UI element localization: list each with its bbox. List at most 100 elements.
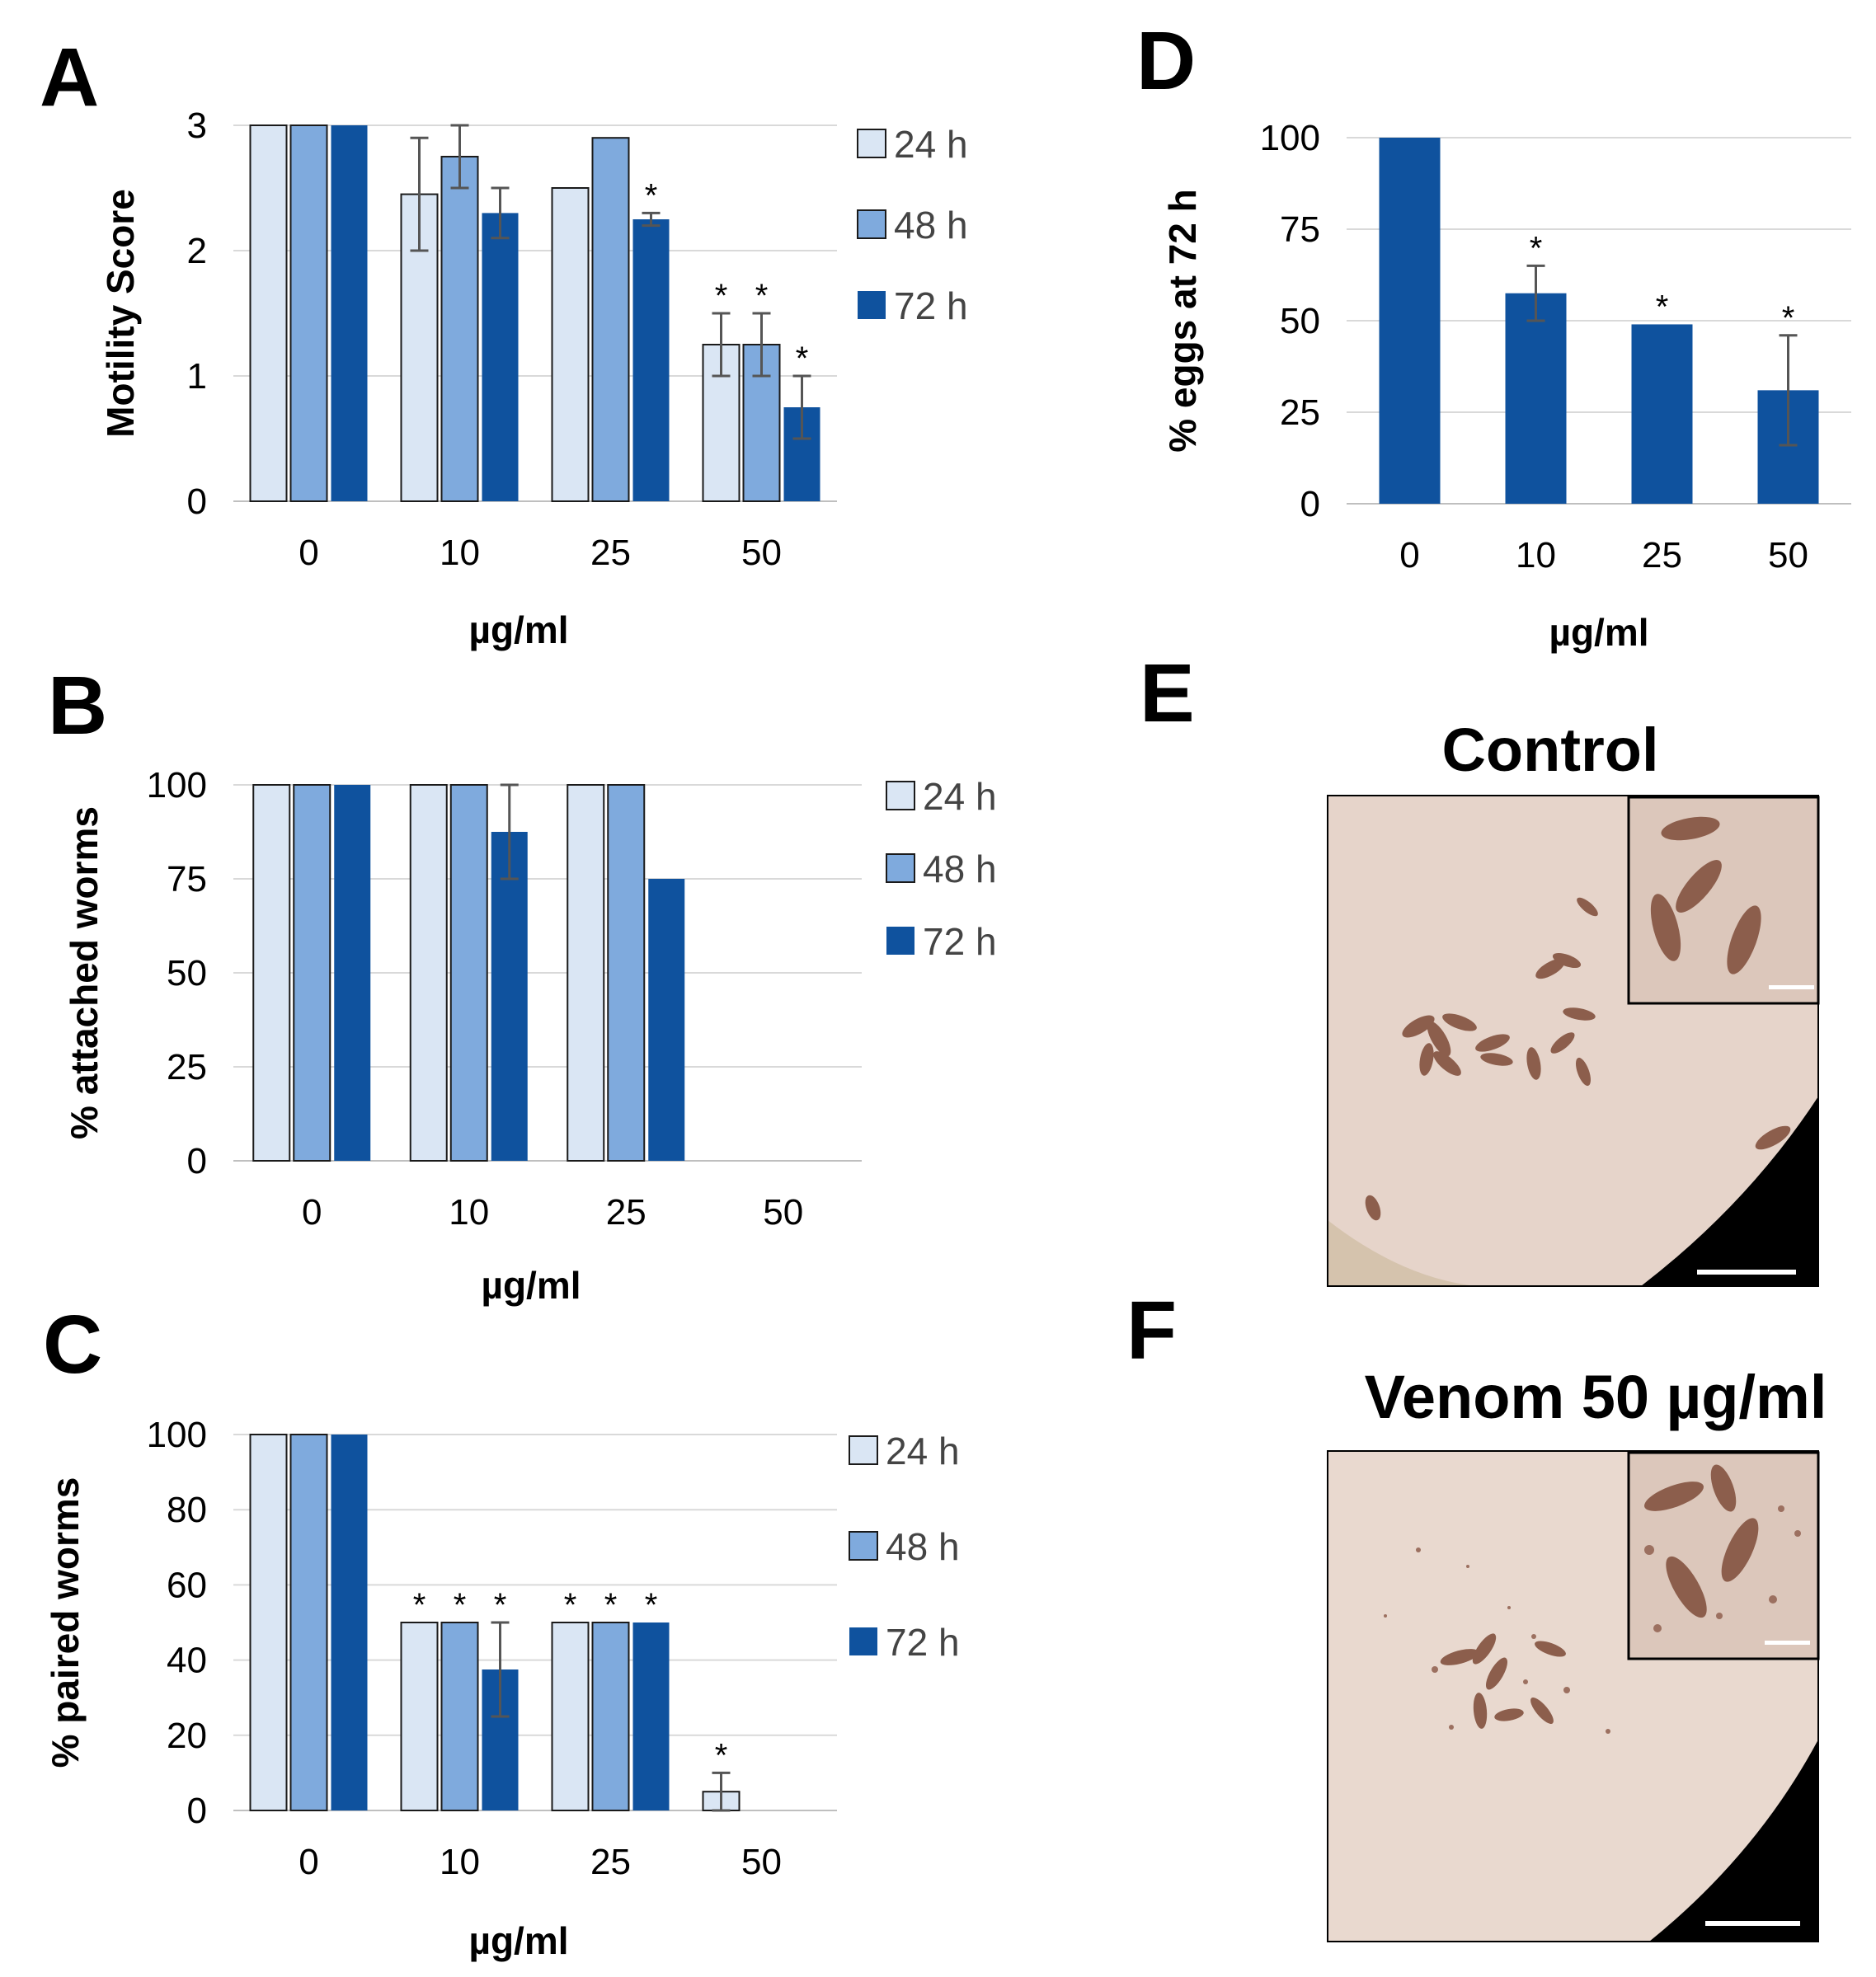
legend-label: 48 h	[894, 204, 968, 247]
x-tick-label: 10	[1516, 535, 1556, 575]
x-axis-title: µg/ml	[468, 1919, 568, 1962]
x-tick-label: 10	[440, 1842, 480, 1882]
bar	[331, 125, 368, 501]
debris-specks	[1384, 1547, 1610, 1734]
panel-letter-d: D	[1136, 15, 1196, 107]
x-tick-label: 0	[1399, 535, 1419, 575]
panel-letter-f: F	[1126, 1284, 1177, 1377]
significance-star: *	[494, 1587, 507, 1623]
significance-star: *	[645, 1587, 658, 1623]
bar	[334, 785, 371, 1161]
bar	[1631, 324, 1693, 504]
x-tick-label: 50	[741, 533, 782, 573]
bar	[252, 784, 291, 1162]
y-tick-label: 100	[147, 1415, 207, 1455]
scale-bar	[1705, 1921, 1800, 1926]
inset-worms	[1650, 816, 1761, 974]
legend-label: 72 h	[894, 284, 968, 327]
bar	[440, 156, 479, 502]
chart-paired-worms: 0 20 40 60 80 100 0 * * * 10 * * * 25 * 50 µg/ml % paired …	[44, 1415, 960, 1962]
bar	[331, 1435, 368, 1810]
y-tick-label: 75	[1280, 209, 1320, 250]
x-tick-label: 25	[590, 533, 631, 573]
panel-letter-c: C	[43, 1298, 102, 1391]
legend-swatch	[857, 129, 886, 158]
bar	[607, 784, 646, 1162]
inset-worms	[1644, 1464, 1759, 1618]
dish-rim	[1328, 1220, 1476, 1286]
bar	[632, 1622, 670, 1810]
panel-letter-b: B	[48, 660, 107, 752]
y-axis-title: Motility Score	[99, 189, 142, 438]
bar	[591, 1622, 630, 1811]
bar	[400, 1622, 439, 1811]
chart-attached-worms: 0 25 50 75 100 0 10 25 50 µg/ml % attached worms 24…	[63, 765, 997, 1307]
legend-label: 24 h	[923, 775, 997, 818]
y-tick-label: 0	[187, 1141, 207, 1181]
bar	[551, 187, 590, 502]
x-tick-label: 50	[1768, 535, 1808, 575]
x-axis-title: µg/ml	[468, 608, 568, 651]
bar	[409, 784, 448, 1162]
significance-star: *	[564, 1587, 577, 1623]
legend-label: 72 h	[923, 920, 997, 963]
y-axis-title: % paired worms	[44, 1477, 87, 1768]
scale-bar	[1697, 1270, 1796, 1275]
photo-title-venom: Venom 50 µg/ml	[1365, 1363, 1827, 1431]
chart-eggs: 0 25 50 75 100 0 * 10 * 25 * 50 µg/ml % eggs at 72 h	[1161, 118, 1851, 654]
bar	[249, 1434, 288, 1811]
x-tick-label: 25	[590, 1842, 631, 1882]
y-tick-label: 100	[1260, 118, 1320, 158]
worm-cluster	[1440, 1633, 1566, 1729]
legend-swatch	[886, 853, 915, 883]
x-tick-label: 50	[741, 1842, 782, 1882]
significance-star: *	[1656, 289, 1669, 325]
bar	[648, 879, 685, 1161]
x-tick-label: 0	[299, 533, 318, 573]
y-tick-label: 0	[187, 481, 207, 522]
significance-star: *	[1530, 230, 1543, 266]
y-tick-label: 25	[167, 1047, 207, 1087]
legend: 24 h 48 h 72 h	[857, 123, 968, 327]
chart-motility-score: 0 1 2 3 0 10 * 25 * * * 50 µg/ml Motility Score 24 h 48…	[99, 106, 968, 651]
legend-swatch	[849, 1531, 878, 1561]
micrograph-control	[1327, 795, 1820, 1287]
inset-debris	[1644, 1505, 1801, 1632]
y-tick-label: 40	[167, 1641, 207, 1681]
bar	[632, 219, 670, 501]
x-tick-label: 10	[449, 1192, 489, 1233]
legend-swatch	[886, 927, 914, 955]
x-tick-label: 0	[299, 1842, 318, 1882]
x-tick-label: 0	[302, 1192, 322, 1233]
bar	[591, 137, 630, 502]
photo-frame	[1327, 795, 1819, 1287]
x-axis-title: µg/ml	[481, 1264, 581, 1307]
bar	[551, 1622, 590, 1811]
legend-label: 48 h	[886, 1525, 960, 1568]
x-tick-label: 25	[606, 1192, 646, 1233]
legend-swatch	[849, 1627, 877, 1655]
bar	[289, 124, 328, 502]
significance-star: *	[454, 1587, 467, 1623]
bar	[1379, 138, 1441, 504]
inset-venom	[1627, 1451, 1820, 1660]
significance-star: *	[796, 340, 809, 377]
y-tick-label: 80	[167, 1490, 207, 1530]
y-tick-label: 3	[187, 106, 207, 146]
significance-star: *	[645, 177, 658, 214]
worm-cluster	[1365, 897, 1791, 1221]
dish-edge-shadow	[1641, 1097, 1818, 1286]
y-axis-title: % eggs at 72 h	[1161, 189, 1204, 453]
photo-title-control: Control	[1441, 716, 1658, 784]
legend-label: 72 h	[886, 1621, 960, 1664]
bar	[1505, 293, 1567, 504]
x-tick-label: 25	[1642, 535, 1682, 575]
legend: 24 h 48 h 72 h	[886, 775, 997, 963]
y-tick-label: 20	[167, 1716, 207, 1756]
significance-star: *	[715, 278, 728, 314]
significance-star: *	[604, 1587, 618, 1623]
y-axis-title: % attached worms	[63, 806, 106, 1139]
x-tick-label: 50	[763, 1192, 803, 1233]
y-tick-label: 1	[187, 356, 207, 397]
y-tick-label: 50	[167, 953, 207, 993]
